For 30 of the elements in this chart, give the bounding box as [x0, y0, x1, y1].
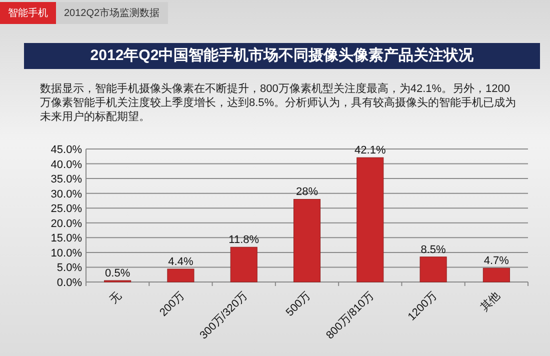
data-label: 0.5% — [105, 268, 130, 280]
y-tick-label: 30.0% — [50, 188, 82, 200]
data-label: 28% — [296, 186, 318, 198]
y-tick-label: 15.0% — [50, 232, 82, 245]
text: 智能手机 — [0, 2, 56, 24]
y-tick-label: 0.0% — [56, 277, 82, 289]
x-tick-label: 其他 — [478, 288, 503, 314]
data-label: 4.7% — [484, 255, 510, 268]
chart-subtitle: 数据显示，智能手机摄像头像素在不断提升，800万像素机型关注度最高，为42.1%。另外，1200万像素智能手机关注度较上季度增长，达到8.5%。分析师认为，具有较高摄像头的智能手机已成为未来用户的标配期望。 — [40, 82, 518, 124]
y-tick-label: 45.0% — [50, 144, 82, 156]
text: 2012Q2市场监测数据 — [63, 6, 161, 20]
bar — [167, 268, 194, 282]
bar — [420, 256, 447, 282]
bar — [293, 198, 321, 282]
y-tick-label: 5.0% — [56, 262, 82, 274]
data-label: 42.1% — [354, 144, 386, 157]
chart-title: 2012年Q2中国智能手机市场不同摄像头像素产品关注状况 — [24, 43, 540, 69]
data-label: 4.4% — [168, 256, 194, 268]
y-tick-label: 40.0% — [50, 158, 82, 171]
y-tick-label: 20.0% — [50, 218, 82, 230]
data-label: 11.8% — [228, 234, 260, 246]
x-tick-label: 无 — [107, 290, 124, 306]
x-tick-label: 500万 — [284, 290, 314, 319]
y-tick-label: 10.0% — [50, 247, 82, 260]
bar — [356, 157, 384, 282]
bar — [230, 246, 258, 282]
y-tick-label: 35.0% — [50, 174, 82, 186]
y-tick-label: 25.0% — [50, 203, 82, 216]
data-label: 8.5% — [420, 244, 446, 256]
bar — [482, 268, 510, 282]
